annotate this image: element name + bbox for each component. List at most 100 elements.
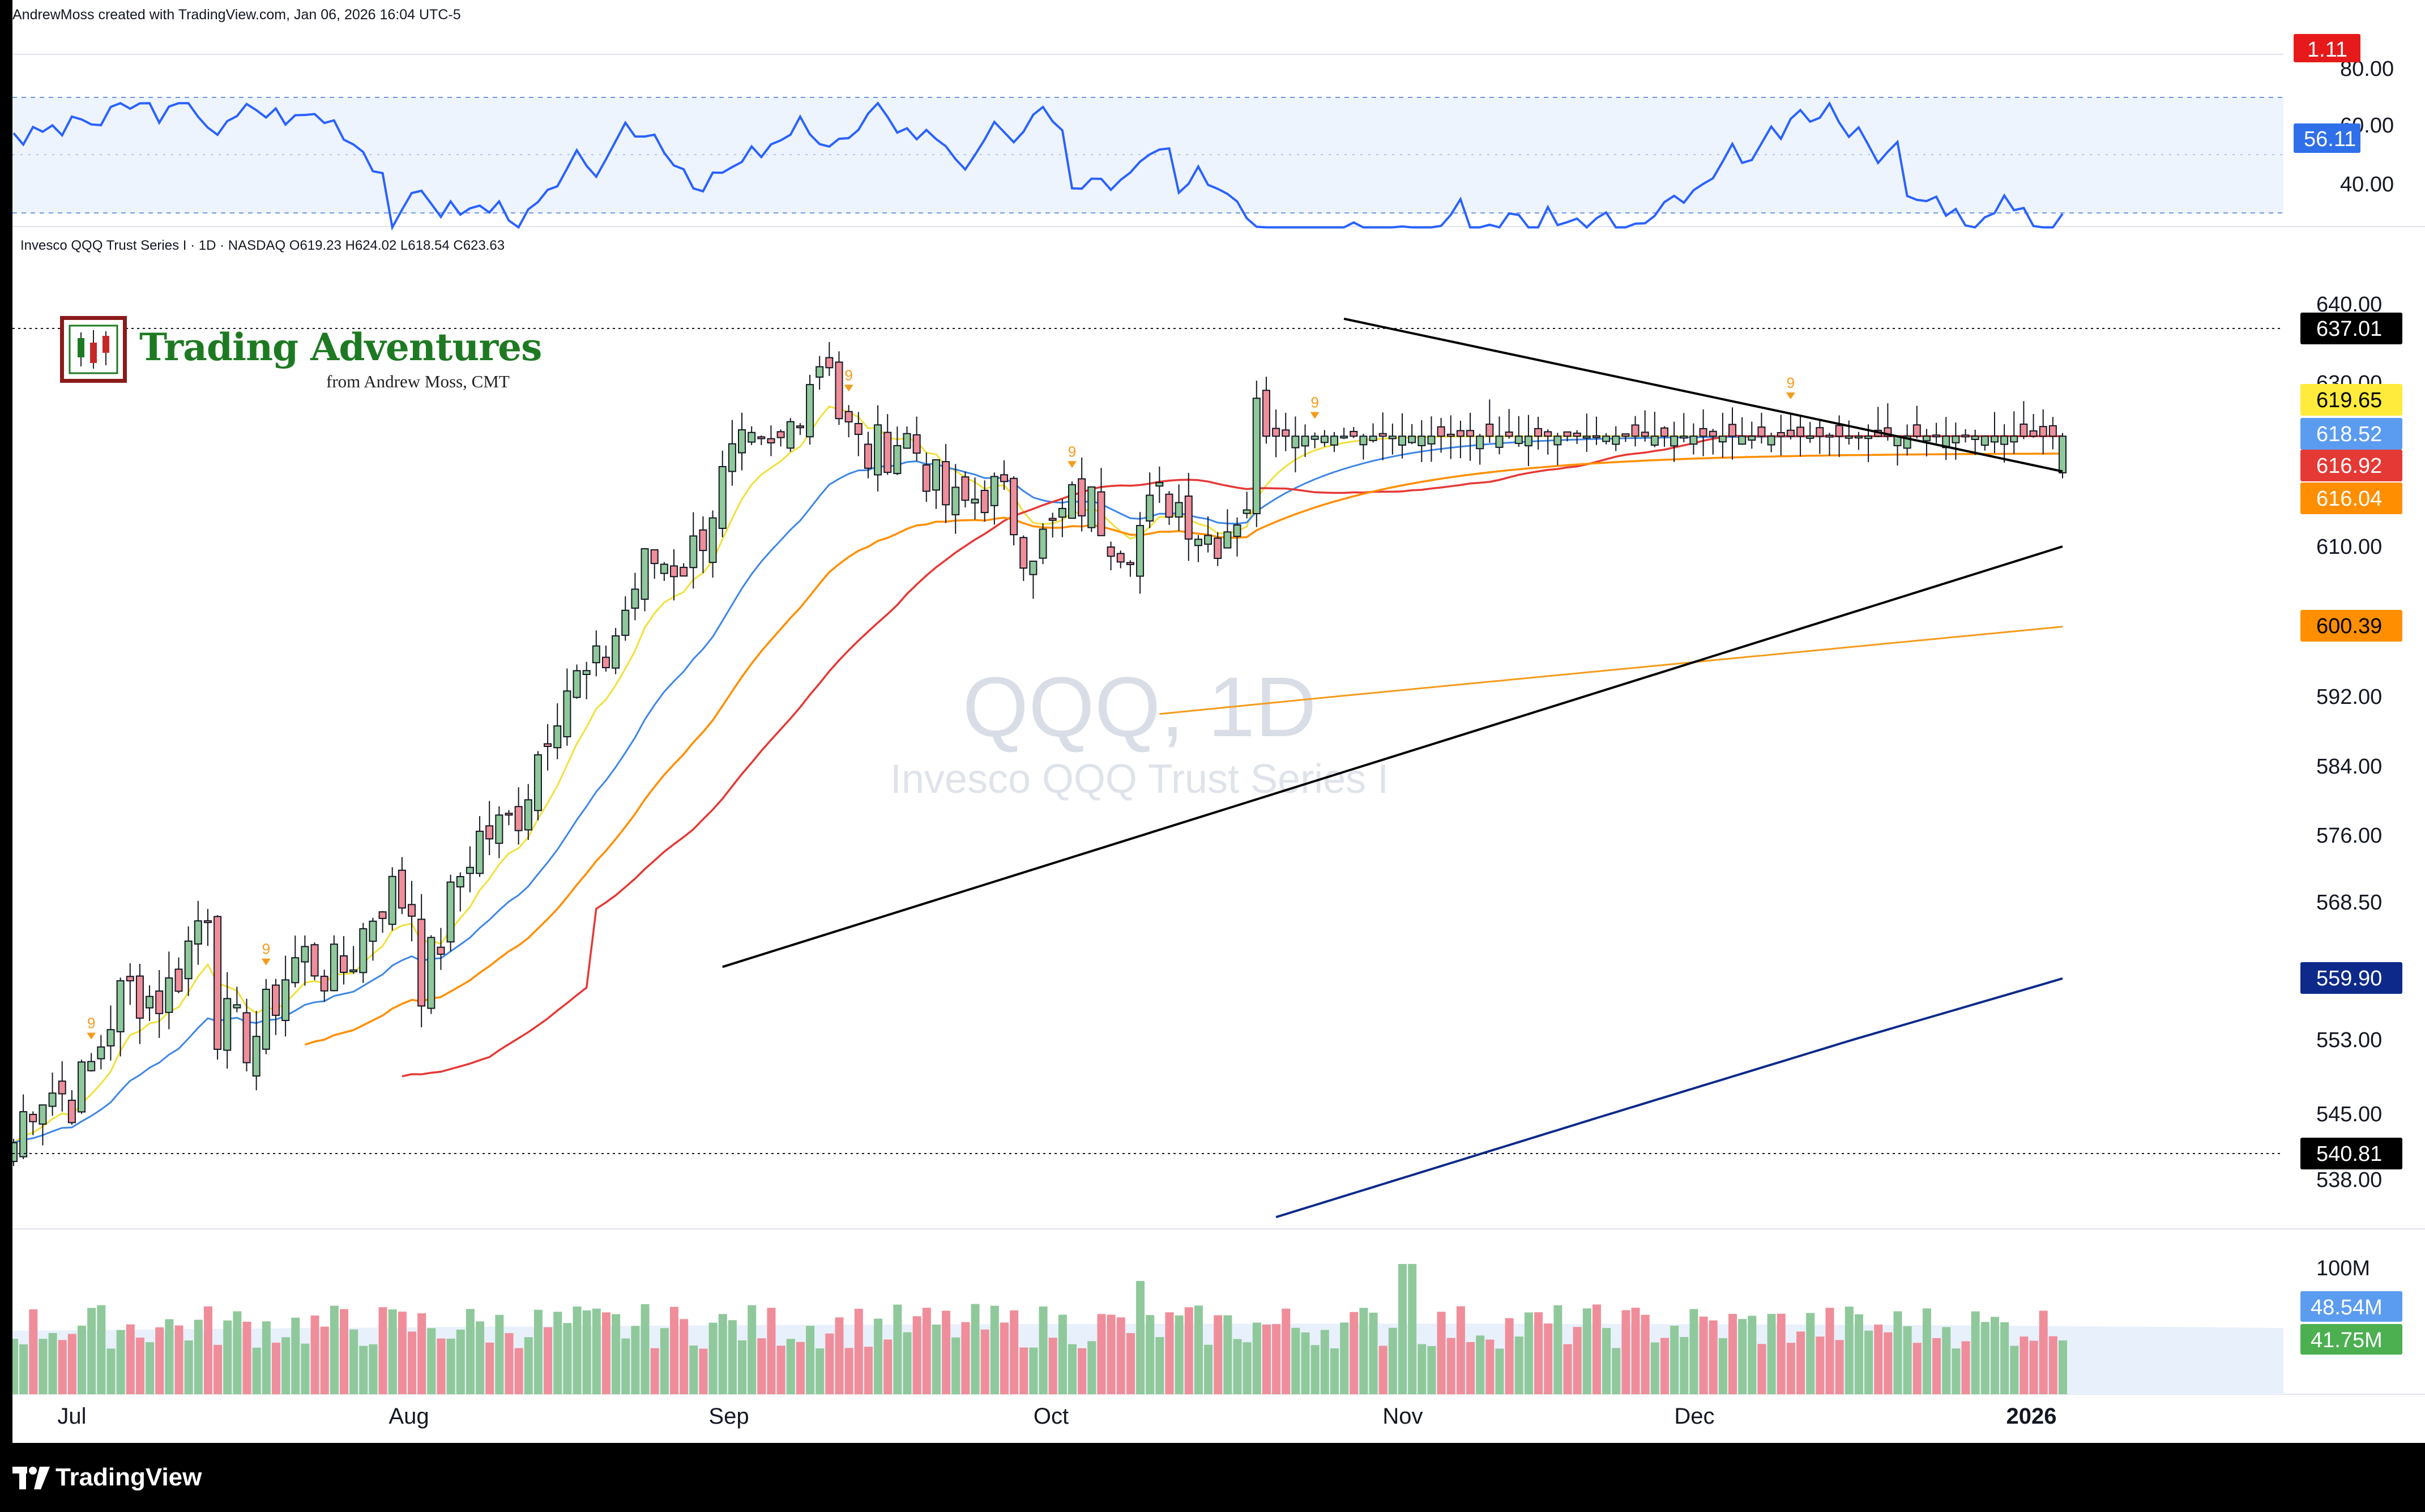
price-label: 600.39 — [2316, 614, 2382, 638]
volume-bar — [864, 1347, 873, 1394]
candle — [961, 476, 970, 501]
candle — [689, 535, 698, 569]
volume-bar — [194, 1319, 203, 1394]
candle — [1184, 496, 1193, 540]
volume-bar — [126, 1324, 135, 1394]
rsi-value-badge — [2294, 123, 2360, 153]
candle — [533, 754, 542, 811]
volume-bar — [1000, 1322, 1009, 1394]
volume-bar — [1942, 1327, 1951, 1394]
volume-bar — [408, 1331, 417, 1394]
price-badge — [2300, 610, 2402, 642]
x-tick: Sep — [708, 1404, 749, 1429]
volume-bar — [242, 1321, 251, 1394]
volume-bar — [816, 1348, 825, 1394]
price-label: 618.52 — [2316, 422, 2382, 446]
candle — [757, 436, 766, 439]
candle — [2000, 435, 2009, 445]
volume-bar — [116, 1330, 125, 1394]
candle — [48, 1092, 57, 1107]
volume-bar — [1427, 1346, 1436, 1394]
candle — [592, 645, 600, 664]
candle — [1039, 528, 1047, 559]
candle — [816, 366, 824, 378]
tradingview-brand[interactable]: TradingView — [55, 1463, 202, 1491]
symbol-info: Invesco QQQ Trust Series I · 1D · NASDAQ… — [20, 238, 505, 253]
price-label: 616.04 — [2316, 487, 2382, 511]
candle — [1796, 426, 1805, 437]
volume-bar — [1912, 1343, 1922, 1394]
candle — [398, 869, 406, 909]
candle — [932, 459, 940, 491]
candle — [1456, 430, 1465, 437]
volume-bar — [1301, 1332, 1310, 1394]
volume-bar — [612, 1314, 621, 1394]
volume-bar — [505, 1333, 514, 1394]
candle — [1136, 525, 1145, 577]
volume-bar — [563, 1323, 572, 1394]
chart-svg[interactable]: 80.00 60.00 40.00 1.11 56.11 QQQ, 1D Inv… — [12, 0, 2425, 1443]
volume-bar — [1282, 1308, 1291, 1394]
candle — [2039, 426, 2047, 437]
volume-bar — [1835, 1340, 1844, 1394]
price-badge — [2300, 450, 2402, 481]
candle — [485, 825, 494, 840]
candle — [1320, 435, 1329, 443]
volume-bar — [650, 1348, 659, 1394]
volume-label: 41.75M — [2311, 1329, 2383, 1352]
volume-bar — [1621, 1310, 1630, 1394]
candle — [67, 1099, 76, 1124]
candle — [1350, 430, 1358, 437]
sequential-9-label: 9 — [87, 1015, 95, 1032]
candle — [165, 977, 173, 1013]
volume-bar — [951, 1337, 960, 1394]
price-label: 540.81 — [2316, 1142, 2382, 1166]
rsi-top-badge — [2294, 34, 2360, 62]
volume-bar — [1291, 1327, 1300, 1394]
logo-title: Trading Adventures — [139, 325, 542, 369]
trendlines — [722, 317, 2063, 968]
candle — [680, 566, 688, 577]
y-tick: 584.00 — [2316, 755, 2382, 779]
candle — [301, 946, 309, 963]
axes: Jul Aug Sep Oct Nov Dec 2026 — [57, 1404, 2056, 1429]
candle — [1505, 431, 1513, 437]
volume-bar — [1136, 1281, 1145, 1394]
volume-bar — [1243, 1342, 1252, 1394]
volume-bar — [2029, 1340, 2038, 1394]
candle — [883, 432, 892, 473]
volume-bar — [1039, 1306, 1048, 1394]
tradingview-logo-icon[interactable] — [12, 1466, 52, 1493]
volume-bar — [533, 1309, 543, 1394]
volume-bar — [1252, 1322, 1261, 1394]
volume-bar — [48, 1332, 57, 1394]
candle — [58, 1080, 66, 1095]
volume-bar — [748, 1305, 757, 1394]
price-badge — [2300, 313, 2402, 344]
candle — [1961, 434, 1970, 438]
volume-bar — [67, 1334, 76, 1394]
volume-bar — [1670, 1326, 1679, 1394]
volume-bar — [1874, 1324, 1883, 1394]
volume-bar — [641, 1304, 650, 1394]
volume-bar — [146, 1342, 155, 1394]
candle — [1029, 561, 1038, 575]
candle — [349, 969, 358, 972]
y-tick: 538.00 — [2316, 1168, 2382, 1192]
volume-bar — [1514, 1336, 1523, 1394]
candle — [922, 464, 930, 492]
volume-bar — [1602, 1328, 1611, 1394]
volume-label: 48.54M — [2311, 1296, 2383, 1319]
candle — [1495, 435, 1504, 448]
candle — [1223, 531, 1232, 549]
ma50-line — [402, 434, 2063, 1078]
candle — [408, 904, 416, 917]
volume-bar — [786, 1339, 795, 1394]
candle — [806, 384, 814, 438]
volume-bar — [1350, 1312, 1359, 1394]
candle — [553, 725, 562, 749]
candle — [514, 806, 523, 831]
volume-bar — [252, 1347, 261, 1394]
volume-bar — [1544, 1323, 1553, 1394]
volume-bar — [942, 1310, 951, 1394]
